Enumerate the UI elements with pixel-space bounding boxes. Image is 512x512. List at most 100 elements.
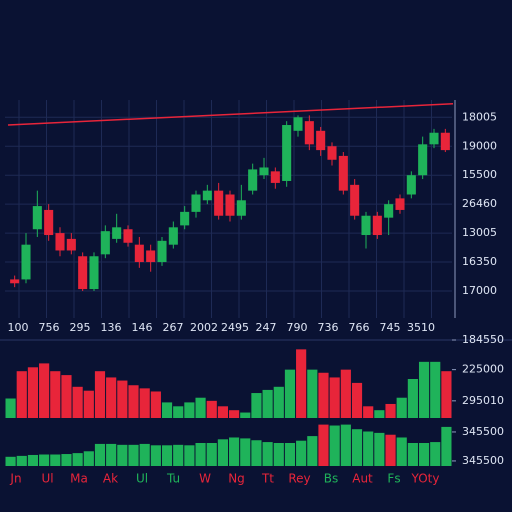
candle-body xyxy=(293,117,303,131)
volume-bar xyxy=(184,445,195,466)
volume-bar xyxy=(251,393,262,418)
x-tick-label: 2002 xyxy=(190,321,218,334)
volume-bar xyxy=(363,406,374,418)
volume-bar xyxy=(39,454,50,466)
volume-bar xyxy=(61,454,72,466)
volume-bar xyxy=(161,402,173,418)
candle-body xyxy=(214,190,224,216)
candle-body xyxy=(112,227,122,239)
volume-bar xyxy=(351,382,363,418)
y-tick-label: 15500 xyxy=(462,168,497,181)
x-tick-label: Aut xyxy=(352,472,373,486)
candle-body xyxy=(429,132,439,145)
volume-bar xyxy=(27,454,39,466)
x-tick-label: 756 xyxy=(39,321,60,334)
volume-bar xyxy=(5,456,16,466)
x-tick-label: YOty xyxy=(411,472,440,486)
volume-bar xyxy=(351,429,363,466)
volume-bar xyxy=(240,412,251,418)
volume-bar xyxy=(50,454,61,466)
candle-body xyxy=(100,231,110,255)
volume-bar xyxy=(385,434,396,466)
volume-bar xyxy=(284,369,296,418)
y-tick-label: 26460 xyxy=(462,197,497,210)
x-tick-label: 100 xyxy=(8,321,29,334)
candle-body xyxy=(89,256,99,290)
candle-body xyxy=(440,132,450,151)
volume-bar xyxy=(39,363,50,418)
volume-bar xyxy=(150,391,161,418)
y-tick-label: 19000 xyxy=(462,139,497,152)
y-tick-label: 345500 xyxy=(462,454,504,467)
x-tick-label: 766 xyxy=(349,321,370,334)
volume-bar xyxy=(72,453,83,466)
volume-bar xyxy=(61,375,72,418)
volume-bar xyxy=(229,437,240,466)
volume-bar xyxy=(385,403,396,418)
candle-body xyxy=(372,215,382,236)
x-tick-label: Ak xyxy=(103,472,118,486)
volume-bar xyxy=(16,371,27,418)
candle-body xyxy=(180,211,190,226)
candle-body xyxy=(55,233,65,251)
candle-body xyxy=(338,155,348,191)
x-tick-label: 295 xyxy=(70,321,91,334)
volume-bar xyxy=(340,369,351,418)
volume-bar xyxy=(27,367,39,418)
candle-body xyxy=(146,250,156,263)
candle-body xyxy=(316,130,326,151)
x-tick-label: Rey xyxy=(288,472,310,486)
volume-bar xyxy=(72,386,83,418)
candle-body xyxy=(327,146,337,160)
volume-bar xyxy=(374,410,385,418)
x-tick-label: Ul xyxy=(41,472,53,486)
volume-bar xyxy=(229,410,240,418)
candle-body xyxy=(350,184,360,216)
volume-bar xyxy=(441,371,452,418)
candle-body xyxy=(134,244,144,263)
x-tick-label: W xyxy=(199,472,211,486)
candle-body xyxy=(395,198,405,210)
volume-bar xyxy=(161,445,173,466)
candle-body xyxy=(384,204,394,218)
volume-bar xyxy=(407,443,418,466)
volume-bar xyxy=(206,443,217,466)
volume-bar xyxy=(418,361,430,418)
volume-bar xyxy=(16,455,27,466)
volume-bar xyxy=(106,443,117,466)
volume-bar xyxy=(128,385,139,418)
volume-bar xyxy=(374,432,385,466)
candle-body xyxy=(361,215,371,236)
y-tick-label: 17000 xyxy=(462,284,497,297)
y-tick-label: 16350 xyxy=(462,255,497,268)
volume-bar xyxy=(251,440,262,466)
volume-bar xyxy=(117,380,128,418)
volume-bar xyxy=(296,440,307,466)
x-tick-label: 736 xyxy=(318,321,339,334)
candle-body xyxy=(21,244,31,280)
x-tick-label: 247 xyxy=(256,321,277,334)
candle-body xyxy=(248,169,258,191)
volume-bar xyxy=(139,443,150,466)
candle-body xyxy=(10,279,20,284)
trendline xyxy=(7,103,454,126)
candle-body xyxy=(418,144,428,176)
candle-body xyxy=(157,240,167,263)
candle-body xyxy=(304,121,314,145)
x-tick-label: Ma xyxy=(70,472,88,486)
volume-bar xyxy=(83,451,94,466)
x-tick-label: Bs xyxy=(324,472,338,486)
volume-bar xyxy=(50,371,61,418)
x-tick-label: 3510 xyxy=(407,321,435,334)
volume-bar xyxy=(173,406,184,418)
volume-bar xyxy=(240,438,251,466)
candle-body xyxy=(406,175,416,195)
candle-body xyxy=(259,167,269,176)
y-tick-label: 225000 xyxy=(462,363,504,376)
volume-bar xyxy=(307,369,318,418)
candle-body xyxy=(225,194,235,216)
x-tick-label: Tt xyxy=(261,472,274,486)
volume-bar xyxy=(273,386,284,418)
